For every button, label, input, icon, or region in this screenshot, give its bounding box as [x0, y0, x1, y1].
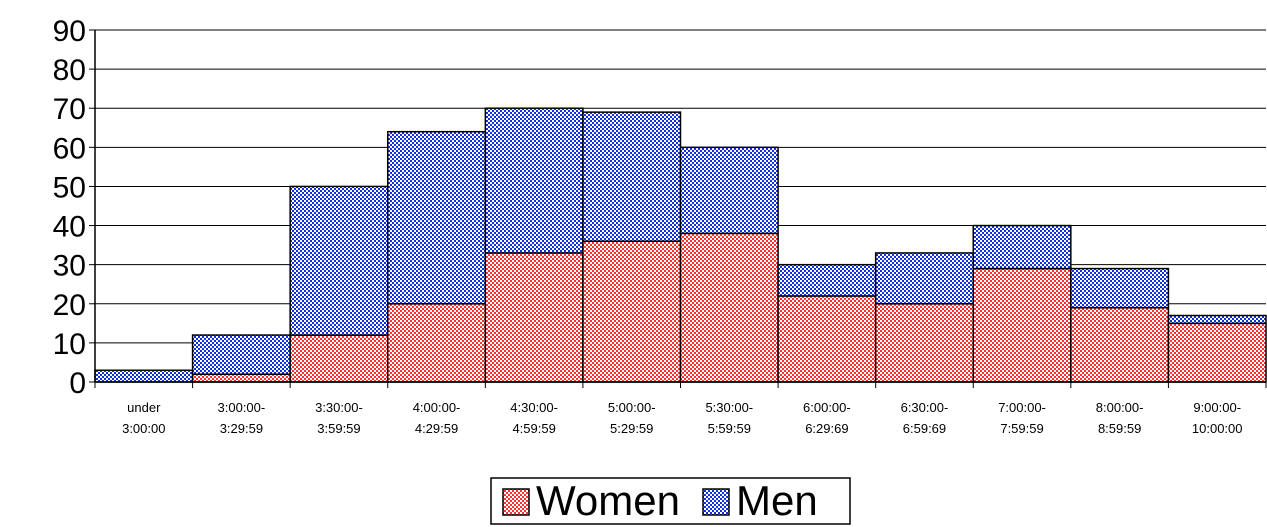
x-tick-label: 4:30:00-4:59:59 [510, 400, 558, 436]
bar-men [94, 369, 194, 383]
x-tick-label: 8:00:00-8:59:59 [1096, 400, 1144, 436]
y-tick-label: 50 [53, 171, 86, 204]
axes [89, 29, 1267, 388]
bar-women [679, 232, 779, 383]
legend-swatch-women [502, 488, 530, 516]
bar-men [972, 224, 1072, 270]
bar-men [387, 130, 487, 305]
bar-men [289, 185, 389, 336]
x-tick-label: 3:00:00-3:29:59 [218, 400, 266, 436]
bar-men [777, 263, 877, 297]
legend-label-men: Men [736, 477, 818, 524]
y-tick-label: 10 [53, 328, 86, 361]
bars [94, 107, 1267, 383]
bar-men [1167, 314, 1267, 325]
y-tick-label: 20 [53, 289, 86, 322]
bar-women [582, 240, 682, 383]
x-tick-label: 5:00:00-5:29:59 [608, 400, 656, 436]
bar-women [484, 252, 584, 383]
y-tick-label: 90 [53, 15, 86, 48]
x-tick-label: 9:00:00-10:00:00 [1192, 400, 1243, 436]
bar-men [191, 334, 291, 375]
bar-women [1167, 322, 1267, 383]
bar-women [289, 334, 389, 383]
bar-women [387, 303, 487, 383]
bar-men [484, 107, 584, 254]
legend-frame [490, 477, 851, 525]
bar-women [972, 267, 1072, 383]
legend: Women Men [490, 477, 851, 525]
x-tick-label: under 3:00:00 [122, 400, 165, 436]
x-tick-label: 4:00:00-4:29:59 [413, 400, 461, 436]
y-tick-label: 30 [53, 250, 86, 283]
y-tick-labels: 0 10 20 30 40 50 60 70 80 90 [53, 15, 86, 400]
x-tick-label: 6:30:00-6:59:69 [901, 400, 949, 436]
x-tick-label: 5:30:00-5:59:59 [705, 400, 753, 436]
x-tick-label: 6:00:00-6:29:69 [803, 400, 851, 436]
bar-men [1070, 267, 1170, 309]
y-tick-label: 70 [53, 93, 86, 126]
y-tick-label: 80 [53, 54, 86, 87]
y-tick-label: 0 [69, 367, 86, 400]
legend-label-women: Women [536, 477, 680, 524]
bar-women [191, 373, 291, 383]
bar-men [874, 252, 975, 305]
bar-women [777, 295, 877, 383]
x-tick-label: 3:30:00-3:59:59 [315, 400, 363, 436]
bar-men [582, 111, 682, 242]
x-tick-label: 7:00:00-7:59:59 [998, 400, 1046, 436]
bar-women [874, 303, 975, 383]
bar-women [1070, 306, 1170, 383]
y-tick-label: 40 [53, 211, 86, 244]
x-tick-labels: under 3:00:00 3:00:00-3:29:59 3:30:00-3:59:… [122, 400, 1242, 436]
legend-swatch-men [702, 488, 730, 516]
y-tick-label: 60 [53, 132, 86, 165]
bar-men [679, 146, 779, 235]
